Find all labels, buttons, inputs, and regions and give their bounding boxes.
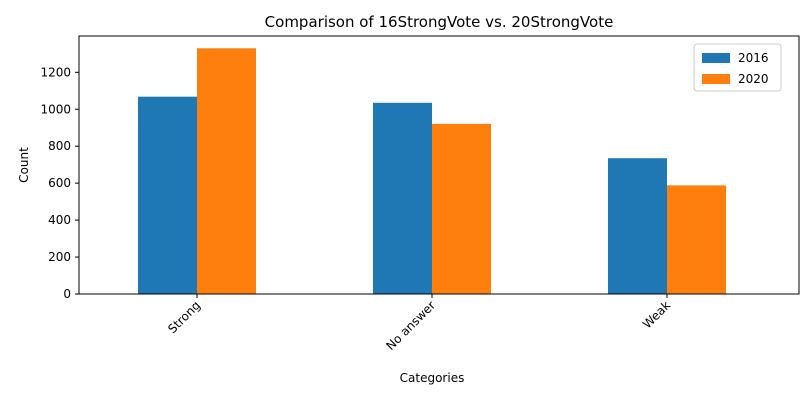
x-tick-label: No answer [383,298,438,353]
y-tick-label: 400 [48,213,71,227]
y-axis: 0 200 400 600 800 1000 1200 [40,65,79,301]
legend-label-2016: 2016 [738,51,769,65]
bar-2020-strong [197,48,256,295]
y-axis-label: Count [17,147,31,183]
y-tick-label: 1200 [40,65,71,79]
x-tick-label: Weak [640,298,673,331]
bar-2016-no-answer [373,102,432,294]
bar-2020-no-answer [432,123,491,294]
x-axis-label: Categories [400,371,465,385]
y-tick-label: 600 [48,176,71,190]
legend-swatch-2016 [702,53,730,63]
chart-title: Comparison of 16StrongVote vs. 20StrongV… [265,13,614,31]
y-tick-label: 800 [48,139,71,153]
bar-2016-strong [138,96,197,295]
x-axis: Strong No answer Weak [165,294,673,353]
bar-2016-weak [608,158,667,294]
plot-frame [78,35,800,295]
bar-2020-weak [667,185,726,294]
y-tick-label: 0 [63,287,71,301]
y-tick-label: 1000 [40,102,71,116]
x-tick-label: Strong [165,298,203,336]
legend: 2016 2020 [693,43,782,92]
legend-label-2020: 2020 [738,72,769,86]
bars-layer [138,48,726,295]
legend-swatch-2020 [702,74,730,84]
y-tick-label: 200 [48,250,71,264]
